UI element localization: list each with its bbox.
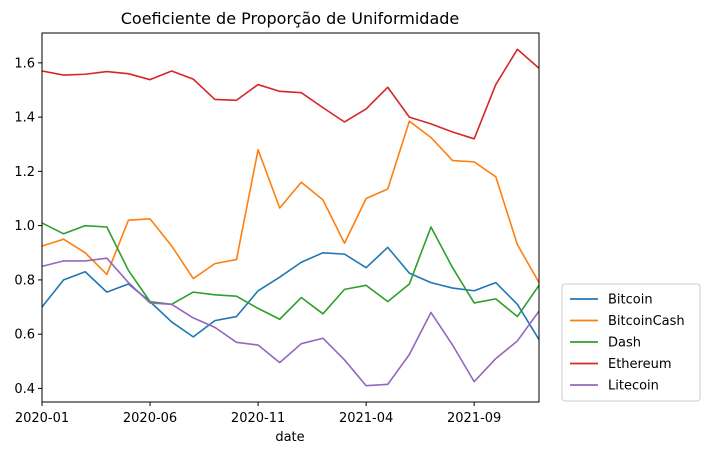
chart-title: Coeficiente de Proporção de Uniformidade — [121, 9, 460, 28]
x-axis: 2020-01 2020-06 2020-11 2021-04 2021-09 — [15, 402, 501, 426]
y-tick-label: 1.4 — [14, 111, 35, 126]
series-line-dash — [41, 222, 540, 321]
legend-label-litecoin: Litecoin — [608, 379, 659, 394]
plot-frame — [41, 32, 540, 403]
x-tick-label: 2021-04 — [339, 411, 393, 426]
x-tick-label: 2020-11 — [231, 411, 285, 426]
y-tick-label: 0.6 — [14, 328, 35, 343]
legend-label-ethereum: Ethereum — [608, 357, 672, 372]
legend: Bitcoin BitcoinCash Dash Ethereum Litecoin — [561, 283, 701, 402]
y-axis: 0.4 0.6 0.8 1.0 1.2 1.4 1.6 — [14, 56, 42, 397]
legend-box — [561, 283, 701, 402]
series-line-bitcoin — [41, 246, 540, 341]
x-tick-label: 2020-06 — [123, 411, 177, 426]
x-tick-label: 2020-01 — [15, 411, 69, 426]
series-layer — [41, 48, 540, 387]
y-tick-label: 1.6 — [14, 56, 35, 71]
y-tick-label: 0.4 — [14, 382, 35, 397]
legend-label-bitcoin: Bitcoin — [608, 293, 653, 308]
series-line-ethereum — [41, 48, 540, 140]
y-tick-label: 1.2 — [14, 165, 35, 180]
y-tick-label: 0.8 — [14, 273, 35, 288]
y-tick-label: 1.0 — [14, 219, 35, 234]
legend-label-bitcoincash: BitcoinCash — [608, 314, 685, 329]
x-axis-label: date — [275, 430, 304, 445]
legend-label-dash: Dash — [608, 336, 641, 351]
series-line-bitcoincash — [41, 120, 540, 284]
series-line-litecoin — [41, 257, 540, 387]
x-tick-label: 2021-09 — [447, 411, 501, 426]
